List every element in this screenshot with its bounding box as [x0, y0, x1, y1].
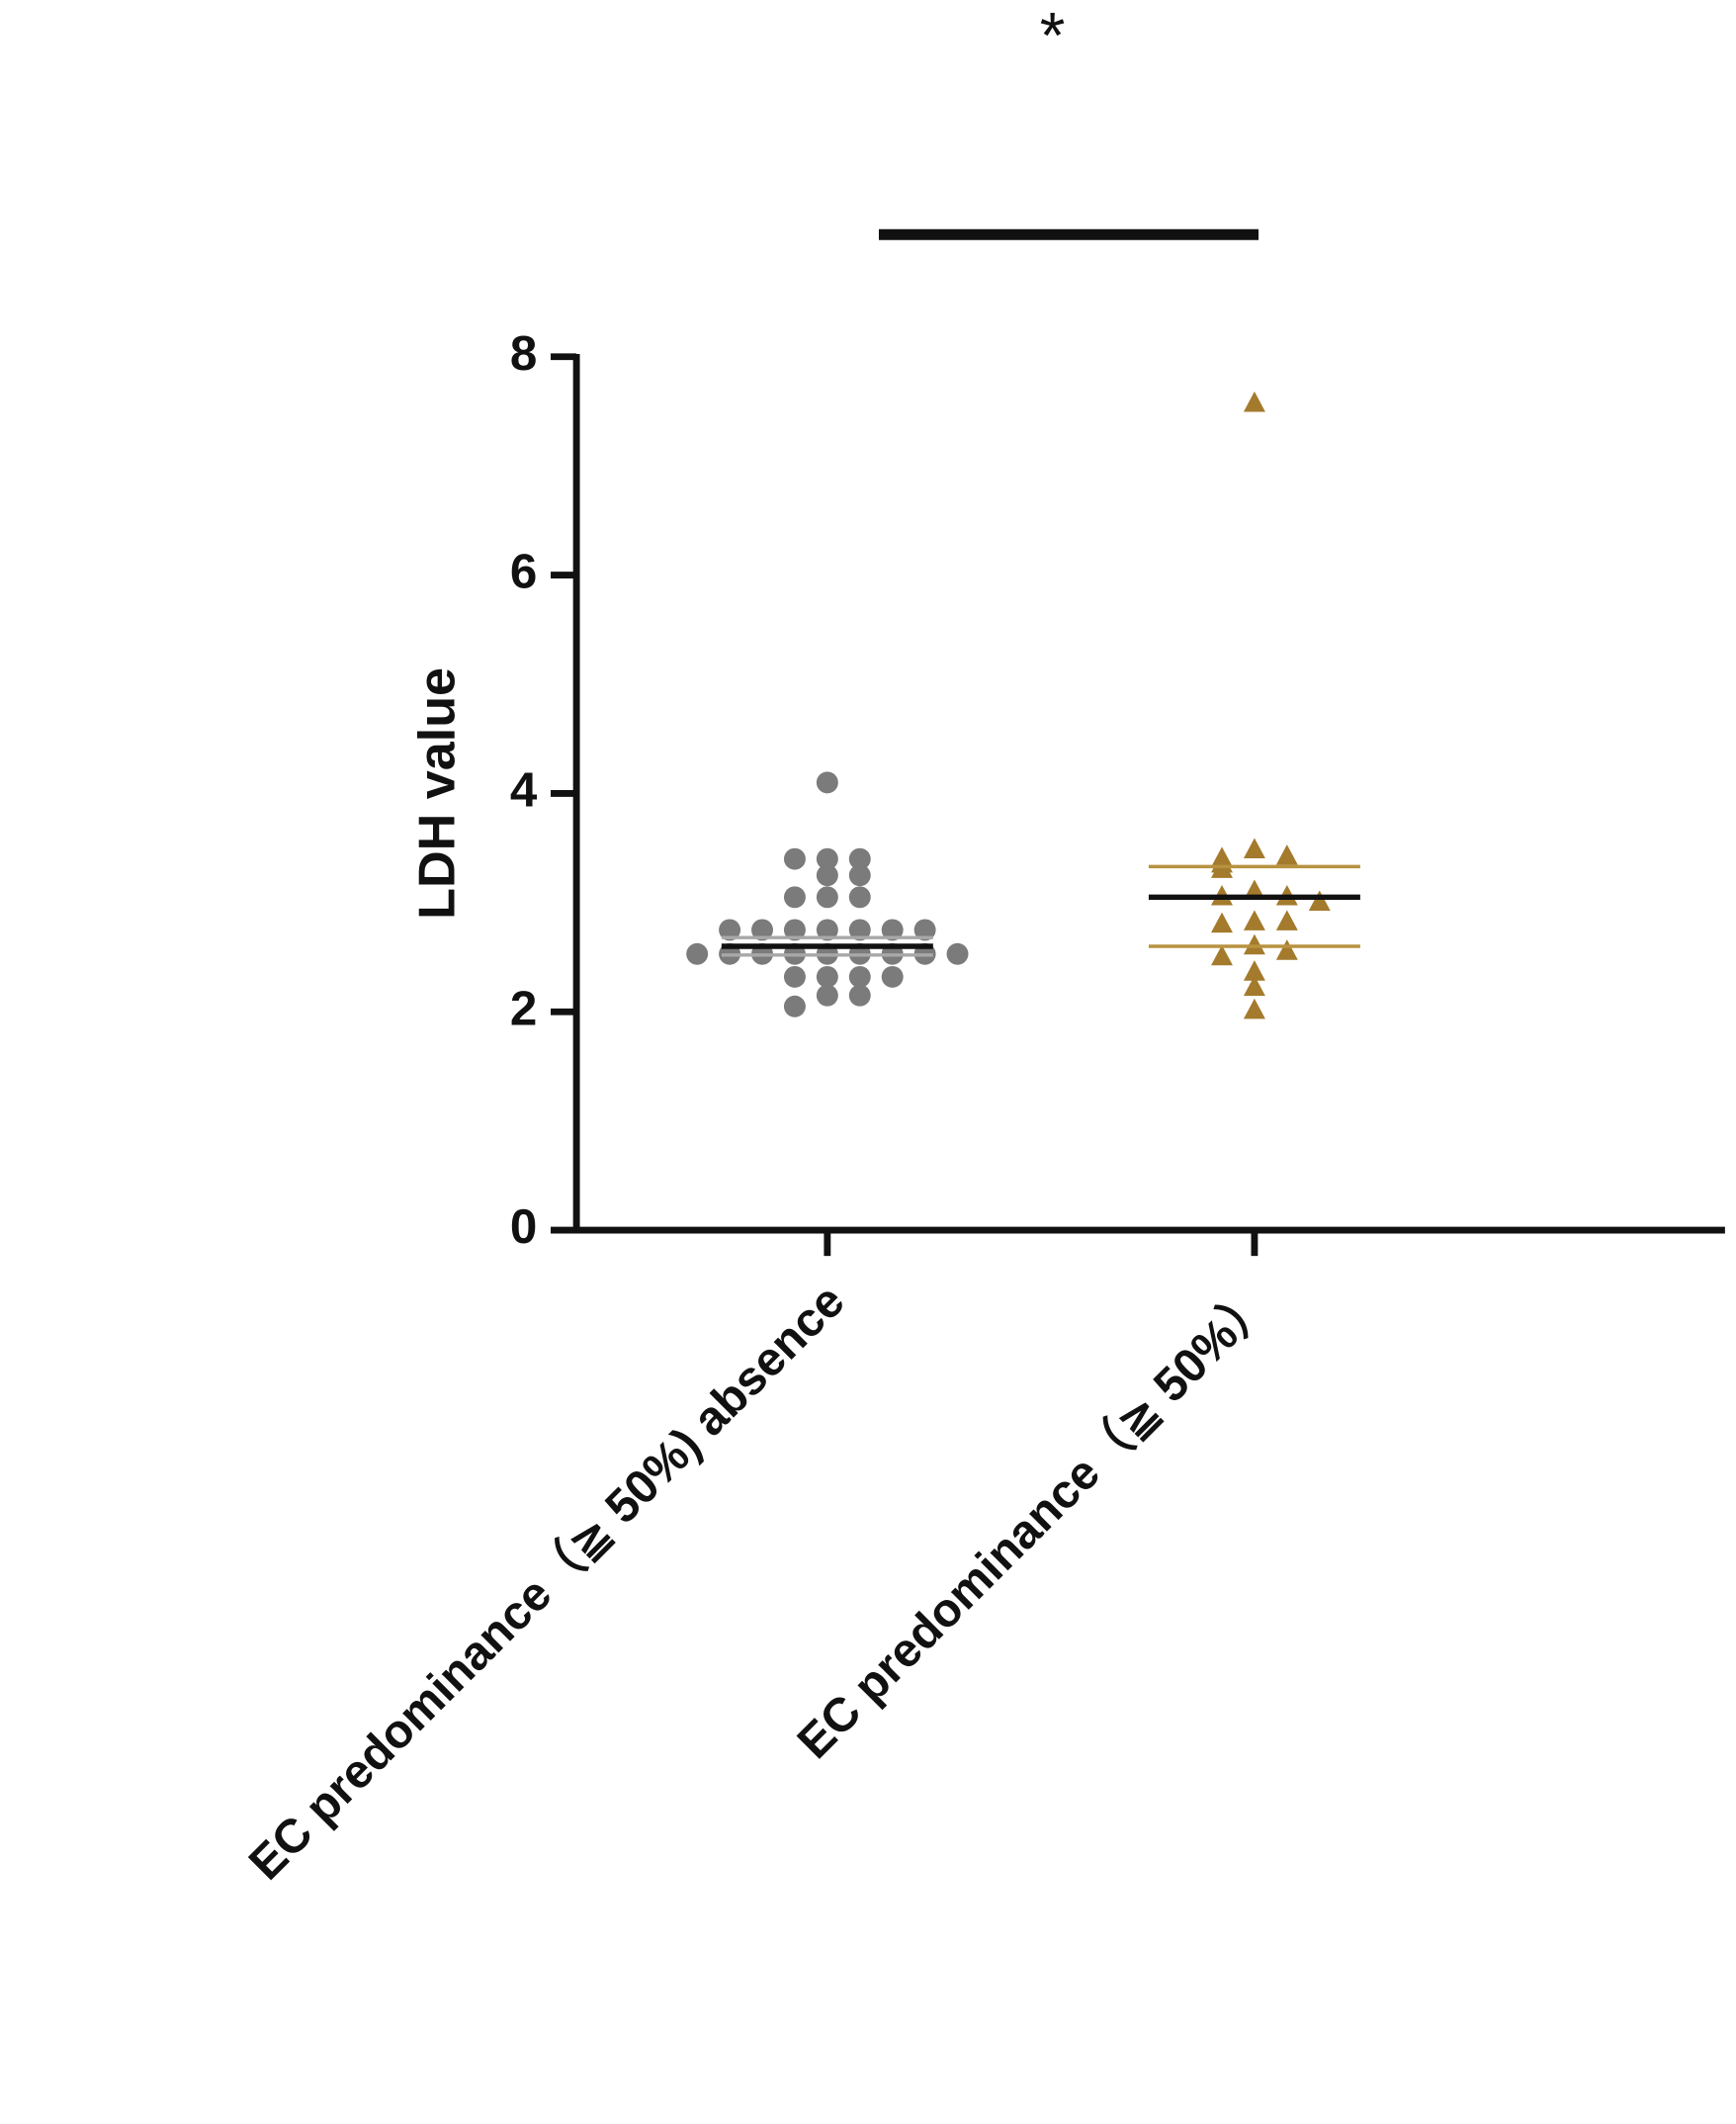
data-point — [719, 919, 741, 941]
data-point — [848, 984, 871, 1007]
data-point — [816, 864, 838, 887]
data-point — [1275, 844, 1298, 865]
data-point — [783, 847, 806, 870]
y-tick-label: 8 — [510, 326, 537, 381]
y-axis-label: LDH value — [409, 667, 467, 920]
x-tick-label: EC predominance（≧ 50%） — [788, 1275, 1282, 1769]
data-point — [751, 919, 773, 941]
data-point — [848, 919, 871, 941]
data-point — [913, 919, 936, 941]
data-point — [1275, 910, 1298, 930]
data-point — [816, 847, 838, 870]
data-point — [848, 864, 871, 887]
data-point — [1211, 912, 1233, 933]
data-point — [1243, 391, 1265, 412]
data-point — [816, 965, 838, 988]
data-point — [783, 886, 806, 909]
data-point — [1243, 960, 1265, 981]
data-point — [816, 771, 838, 794]
y-tick-label: 4 — [510, 762, 538, 817]
data-point — [816, 984, 838, 1007]
data-point — [1243, 910, 1265, 930]
significance-label: * — [1040, 0, 1066, 72]
data-point — [848, 847, 871, 870]
data-point — [816, 886, 838, 909]
data-point — [783, 995, 806, 1018]
data-point — [881, 919, 904, 941]
y-tick-label: 2 — [510, 981, 537, 1035]
data-point — [848, 965, 871, 988]
data-point — [686, 942, 709, 965]
data-point — [1308, 890, 1331, 912]
data-point — [1275, 939, 1298, 960]
data-point — [1243, 998, 1265, 1019]
y-tick-label: 0 — [510, 1199, 537, 1254]
data-point — [816, 919, 838, 941]
data-point — [848, 886, 871, 909]
x-tick-label: EC predominance（≧ 50%) absence — [239, 1275, 854, 1890]
data-point — [1243, 838, 1265, 859]
y-tick-label: 6 — [510, 545, 537, 599]
data-point — [946, 942, 969, 965]
data-point — [881, 965, 904, 988]
data-point — [783, 965, 806, 988]
data-point — [783, 919, 806, 941]
data-point — [1243, 933, 1265, 955]
data-point — [1243, 975, 1265, 997]
data-point — [1211, 944, 1233, 966]
